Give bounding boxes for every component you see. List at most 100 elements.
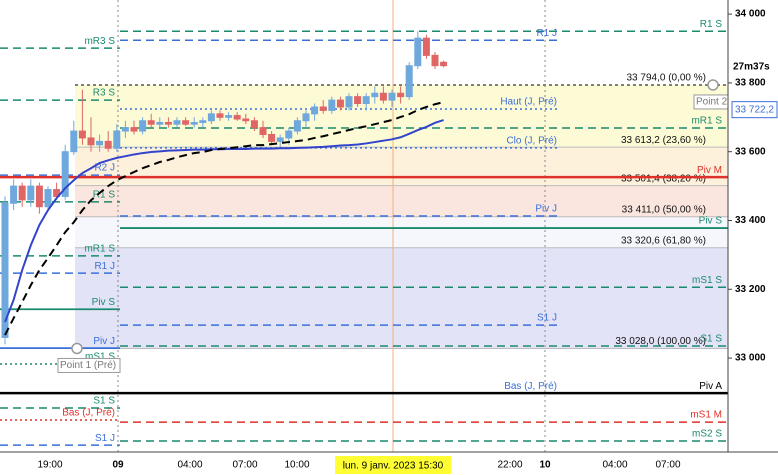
candle-body [311,106,319,115]
cursor-label-box [335,456,451,474]
candle-body [328,99,336,111]
y-tick-label: 33 800 [735,78,766,89]
candle-body [319,106,327,111]
plot: 33 000 33 200 33 400 33 600 33 800 34 000 R1 S… [0,9,778,471]
x-tick-label: 07:00 [655,460,680,471]
point-box [57,357,121,373]
y-tick-label: 33 200 [735,284,766,295]
level-label: mS1 S [85,352,115,363]
candle-body [397,92,405,98]
level-label: Bas (J, Pré) [504,381,557,392]
level-label: R1 J [94,261,115,272]
candle-body [276,137,284,142]
level-label: S1 J [537,313,557,324]
candle-body [216,113,224,118]
candle-body [53,189,61,197]
candle-body [207,113,215,122]
candle-body [130,127,138,132]
candle-body [405,65,413,98]
level-label: R1 S [93,190,116,201]
candle-body [371,92,379,98]
level-label: Piv J [535,204,557,215]
y-tick-label: 33 600 [735,146,766,157]
candle-body [285,130,293,139]
candle-body [173,120,181,125]
level-label: Piv M [697,165,722,176]
candle-body [422,37,430,56]
level-label: R1 S [700,19,723,30]
y-tick-label: 33 000 [735,353,766,364]
x-tick-label: 04:00 [177,460,202,471]
candle-body [164,121,172,125]
fib-label: 33 613,2 (23,60 %) [621,135,706,146]
candle-body [78,130,86,139]
candle-body [87,137,95,146]
candle-body [156,121,164,125]
candle-body [1,202,9,338]
candle-body [199,120,207,123]
candle-body [121,127,129,132]
level-label: R2 J [94,163,115,174]
level-label: Haut (J, Pré) [500,97,557,108]
candle-body [414,37,422,67]
level-label: Piv S [92,297,116,308]
y-tick-label: 34 000 [735,9,766,20]
x-tick-label: 10 [539,460,551,471]
level-label: Bas (J, Pré) [62,408,115,419]
fib-band [75,185,728,217]
candle-body [61,151,69,197]
level-label: Piv A [699,381,722,392]
fib-label: 33 411,0 (50,00 %) [622,204,706,215]
price-tag-label: 33 722,2 [735,104,774,115]
candle-body [354,96,362,105]
level-label: mR3 S [84,36,115,47]
candle-body [259,127,267,135]
candle-body [190,121,198,125]
candle-body [242,118,250,122]
level-label: mS1 M [690,410,722,421]
fib-label: 33 794,0 (0,00 %) [627,73,707,84]
point-label: Point 2 [696,97,728,108]
level-label: Clo (J, Pré) [506,136,557,147]
candle-body [35,185,43,208]
level-label: S1 S [93,396,115,407]
candle-body [96,140,104,146]
fib-bands: 33 794,0 (0,00 %) 33 613,2 (23,60 %) 33 50… [75,73,728,349]
cursor-label: lun. 9 janv. 2023 15:30 [343,461,444,472]
fib-label: 33 501,4 (38,20 %) [621,173,706,184]
candle-body [336,99,344,108]
candle-body [250,120,258,129]
level-label: mS2 S [692,429,722,440]
candle-body [293,120,301,132]
candle-body [302,113,310,122]
fib-band [75,216,728,248]
candle-body [431,54,439,67]
timer: 27m37s [733,62,770,73]
candle-body [225,115,233,118]
x-tick-label: 19:00 [37,460,62,471]
candle-body [362,96,370,105]
candle-body [139,120,147,132]
candle-body [233,115,241,120]
level-label: Piv J [93,336,115,347]
candle-body [18,185,26,201]
level-label: Piv S [699,216,723,227]
candle-body [10,185,18,204]
x-tick-label: 22:00 [497,460,522,471]
candle-body [379,92,387,101]
fib-label: 33 028,0 (100,00 %) [615,336,706,347]
x-tick-label: 07:00 [232,460,257,471]
fib-label: 33 320,6 (61,80 %) [621,235,706,246]
level-label: S1 J [95,433,115,444]
candle-body [44,189,52,208]
point-marker [707,79,719,91]
point-marker [71,342,83,355]
candle-body [104,140,112,149]
fib-band [75,247,728,349]
candle-body [27,185,35,201]
level-label: S1 S [700,334,722,345]
x-tick-label: 10:00 [284,460,309,471]
candle-body [268,133,276,142]
